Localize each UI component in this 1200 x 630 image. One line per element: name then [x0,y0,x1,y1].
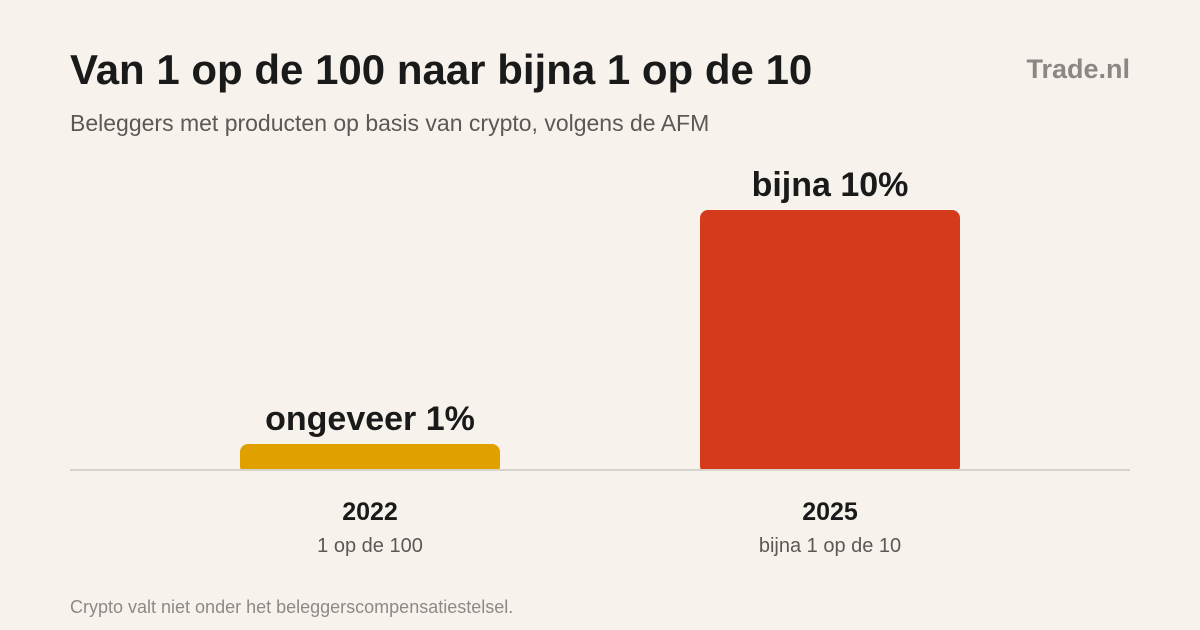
bar-2025 [700,210,960,474]
x-tick-label-2022: 2022 [342,498,398,526]
chart-title: Van 1 op de 100 naar bijna 1 op de 10 [70,46,813,93]
chart-subtitle: Beleggers met producten op basis van cry… [70,110,710,136]
x-tick-sublabel-2025: bijna 1 op de 10 [759,535,901,557]
brand-logo-text[interactable]: Trade.nl [1026,54,1130,84]
bar-2022 [240,444,500,474]
data-label-2025: bijna 10% [752,166,909,204]
x-tick-sublabel-2022: 1 op de 100 [317,535,423,557]
baseline-mask [70,470,1130,500]
x-tick-label-2025: 2025 [802,498,858,526]
footnote: Crypto valt niet onder het beleggerscomp… [70,597,514,617]
data-label-2022: ongeveer 1% [265,400,475,438]
